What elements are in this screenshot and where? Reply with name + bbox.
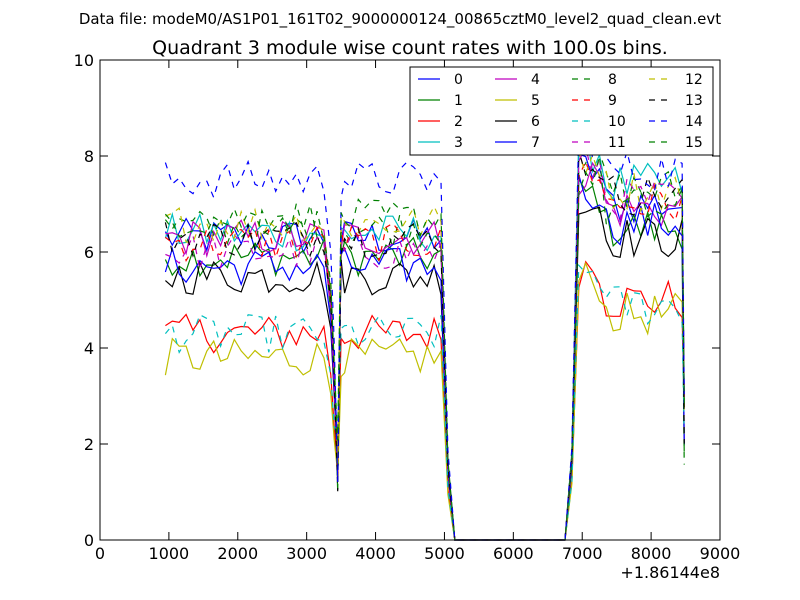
legend-label-7: 7 bbox=[531, 135, 540, 151]
series-line-6 bbox=[165, 206, 685, 541]
series-line-10 bbox=[164, 263, 685, 541]
legend-label-9: 9 bbox=[608, 93, 617, 109]
legend-label-6: 6 bbox=[531, 114, 540, 130]
legend-label-1: 1 bbox=[454, 93, 463, 109]
y-tick-label: 2 bbox=[84, 435, 94, 454]
y-tick-label: 8 bbox=[84, 147, 94, 166]
legend-label-12: 12 bbox=[685, 72, 703, 88]
chart-title: Quadrant 3 module wise count rates with … bbox=[152, 37, 668, 59]
series-line-13 bbox=[164, 150, 685, 541]
x-tick-label: 7000 bbox=[562, 544, 603, 563]
series-line-7 bbox=[164, 174, 685, 541]
x-tick-label: 3000 bbox=[286, 544, 327, 563]
x-offset-label: +1.86144e8 bbox=[620, 563, 720, 582]
axes-frame bbox=[99, 59, 721, 541]
series-line-11 bbox=[165, 144, 685, 541]
series-line-8 bbox=[164, 133, 685, 541]
legend-label-0: 0 bbox=[454, 72, 463, 88]
x-tick-label: 6000 bbox=[493, 544, 534, 563]
series-line-3 bbox=[164, 129, 685, 541]
y-tick-label: 6 bbox=[84, 243, 94, 262]
x-tick-label: 9000 bbox=[700, 544, 741, 563]
legend-label-3: 3 bbox=[454, 135, 463, 151]
x-tick-label: 2000 bbox=[217, 544, 258, 563]
legend-label-10: 10 bbox=[608, 114, 626, 130]
y-tick-label: 4 bbox=[84, 339, 94, 358]
y-tick-label: 0 bbox=[84, 531, 94, 550]
x-tick-label: 4000 bbox=[355, 544, 396, 563]
plot-area bbox=[164, 125, 685, 541]
legend-label-11: 11 bbox=[608, 135, 626, 151]
x-tick-label: 1000 bbox=[149, 544, 190, 563]
legend-label-2: 2 bbox=[454, 114, 463, 130]
x-tick-label: 8000 bbox=[631, 544, 672, 563]
series-line-14 bbox=[164, 125, 685, 541]
series-line-5 bbox=[164, 261, 685, 541]
legend-label-5: 5 bbox=[531, 93, 540, 109]
legend-label-8: 8 bbox=[608, 72, 617, 88]
legend-label-14: 14 bbox=[685, 114, 703, 130]
x-tick-label: 5000 bbox=[424, 544, 465, 563]
legend-label-13: 13 bbox=[685, 93, 703, 109]
legend-box bbox=[409, 66, 714, 156]
figure-suptitle: Data file: modeM0/AS1P01_161T02_90000001… bbox=[79, 10, 721, 29]
legend-label-4: 4 bbox=[531, 72, 540, 88]
y-tick-label: 10 bbox=[74, 51, 94, 70]
axis-ticks: 0 1000 2000 3000 4000 5000 6000 7000 8000 9000 0 2 4… bbox=[74, 51, 741, 563]
series-line-15 bbox=[164, 155, 685, 541]
series-line-2 bbox=[165, 260, 685, 541]
x-tick-label: 0 bbox=[95, 544, 105, 563]
legend-label-15: 15 bbox=[685, 135, 703, 151]
series-line-4 bbox=[165, 161, 685, 541]
series-line-9 bbox=[165, 159, 685, 541]
